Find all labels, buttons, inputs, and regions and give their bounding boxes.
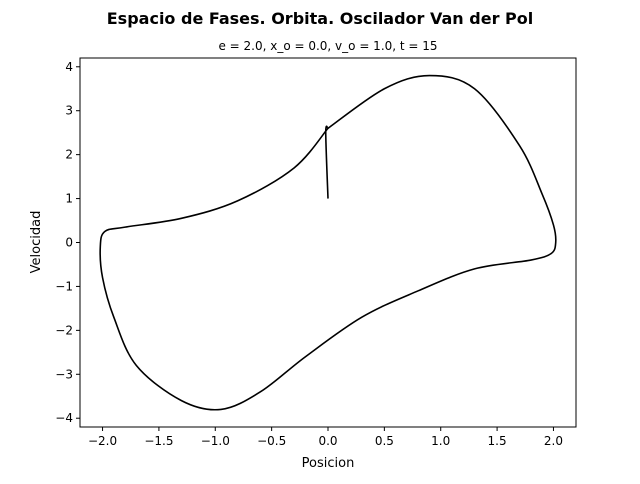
x-tick-label: −2.0 [88, 434, 117, 448]
y-tick-label: 3 [65, 104, 73, 118]
x-tick-label: 2.0 [544, 434, 563, 448]
y-tick-label: 4 [65, 60, 73, 74]
limit-cycle-line [99, 74, 557, 411]
y-tick-label: 1 [65, 192, 73, 206]
x-tick-label: −1.0 [201, 434, 230, 448]
y-tick-label: −1 [55, 279, 73, 293]
y-tick-label: 0 [65, 236, 73, 250]
y-tick-label: −2 [55, 323, 73, 337]
plot-lines [99, 74, 557, 411]
y-tick-label: 2 [65, 148, 73, 162]
chart-title: Espacio de Fases. Orbita. Oscilador Van … [107, 9, 533, 28]
y-axis-ticks: −4 −3 −2 −1 0 1 2 3 4 [55, 60, 80, 425]
y-tick-label: −3 [55, 367, 73, 381]
x-tick-label: 0.0 [318, 434, 337, 448]
y-tick-label: −4 [55, 411, 73, 425]
transient-trajectory-line [324, 125, 329, 199]
x-tick-label: −1.5 [144, 434, 173, 448]
y-axis-label: Velocidad [29, 211, 44, 274]
x-tick-label: 1.0 [431, 434, 450, 448]
x-axis-label: Posicion [302, 456, 355, 471]
x-tick-label: 1.5 [488, 434, 507, 448]
x-axis-ticks: −2.0 −1.5 −1.0 −0.5 0.0 0.5 1.0 1.5 2.0 [88, 427, 563, 448]
plot-frame [79, 57, 577, 428]
x-tick-label: −0.5 [257, 434, 286, 448]
x-tick-label: 0.5 [375, 434, 394, 448]
chart-subtitle: e = 2.0, x_o = 0.0, v_o = 1.0, t = 15 [218, 39, 437, 53]
